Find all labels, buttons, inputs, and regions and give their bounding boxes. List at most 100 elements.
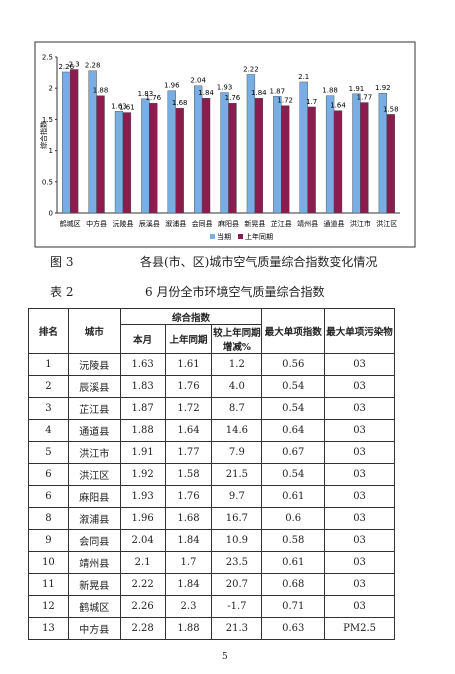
x-tick-label: 会同县: [192, 219, 213, 228]
data-label: 1.58: [383, 105, 399, 113]
data-label: 2.1: [298, 73, 309, 81]
data-label: 1.87: [270, 87, 286, 95]
table-row: 1 沅陵县 1.63 1.61 1.2 0.56 03: [28, 353, 395, 376]
table-cell: 1.96: [119, 507, 166, 530]
bar: [69, 69, 79, 214]
table-cell: 03: [324, 441, 395, 464]
y-tick-label: 1.5: [42, 116, 53, 124]
data-label: 1.76: [146, 94, 162, 102]
legend-swatch: [238, 234, 243, 239]
table-cell: 3: [28, 397, 69, 420]
header: 较上年同期增减%: [211, 324, 263, 354]
bar: [333, 110, 343, 214]
table-cell: 2.28: [119, 617, 166, 640]
x-tick-label: 鹤城区: [60, 219, 81, 228]
header: 最大单项污染物: [324, 308, 395, 354]
data-label: 1.84: [251, 89, 267, 97]
table-cell: 麻阳县: [67, 485, 121, 508]
table-row: 10 靖州县 2.1 1.7 23.5 0.61 03: [28, 551, 395, 574]
bar: [122, 112, 132, 214]
y-tick-label: 2.5: [42, 54, 53, 62]
bar: [307, 106, 316, 214]
data-label: 1.88: [322, 87, 338, 95]
table-cell: 2.3: [164, 595, 213, 618]
table-cell: 8: [28, 507, 69, 530]
x-tick-label: 沅陵县: [112, 219, 133, 228]
header: 排名: [28, 308, 69, 354]
bar: [228, 102, 237, 214]
legend-swatch: [210, 234, 215, 239]
x-tick-label: 芷江县: [271, 219, 292, 228]
table-cell: 1.84: [164, 529, 213, 552]
table-cell: 1.2: [211, 353, 263, 376]
table-cell: -1.7: [211, 595, 263, 618]
data-label: 1.77: [357, 94, 373, 102]
data-label: 1.88: [93, 87, 109, 95]
table-cell: 中方县: [67, 617, 121, 640]
figure-caption: 各县(市、区)城市空气质量综合指数变化情况: [140, 255, 378, 269]
bar: [325, 95, 335, 214]
table-number: 表 2: [50, 285, 74, 299]
bar: [220, 92, 229, 214]
legend-label: 当期: [217, 232, 231, 241]
table-cell: 9: [28, 529, 69, 552]
x-tick-label: 新晃县: [244, 219, 265, 228]
bar: [193, 85, 203, 214]
table-cell: 03: [324, 419, 395, 442]
table-cell: 0.63: [261, 617, 326, 640]
table-row: 5 洪江市 1.91 1.77 7.9 0.67 03: [28, 441, 395, 464]
x-tick-label: 溆浦县: [165, 219, 186, 228]
header: 城市: [67, 308, 121, 354]
table-cell: 0.67: [261, 441, 326, 464]
table-cell: 10.9: [211, 529, 263, 552]
table-cell: 0.54: [261, 463, 326, 486]
header: 最大单项指数: [261, 308, 326, 354]
x-tick-label: 靖州县: [297, 219, 318, 228]
x-tick-label: 洪江市: [350, 219, 371, 228]
table-cell: 4.0: [211, 375, 263, 398]
table-cell: 1.76: [164, 485, 213, 508]
data-label: 1.83: [138, 90, 154, 98]
data-label: 1.63: [111, 102, 127, 110]
table-row: 9 会同县 2.04 1.84 10.9 0.58 03: [28, 529, 395, 552]
table-cell: 4: [28, 419, 69, 442]
table-cell: 洪江市: [67, 441, 121, 464]
table-row: 6 洪江区 1.92 1.58 21.5 0.54 03: [28, 463, 395, 486]
table-row: 11 新晃县 2.22 1.84 20.7 0.68 03: [28, 573, 395, 596]
table-cell: 1.83: [119, 375, 166, 398]
bar: [386, 114, 395, 214]
table-cell: 21.3: [211, 617, 263, 640]
table-cell: 03: [324, 551, 395, 574]
table-cell: 21.5: [211, 463, 263, 486]
bar: [62, 71, 71, 214]
bar: [96, 95, 105, 214]
table-cell: 03: [324, 573, 395, 596]
table-cell: 0.71: [261, 595, 326, 618]
table-cell: 溆浦县: [67, 507, 121, 530]
table-cell: 12: [28, 595, 69, 618]
table-cell: 0.64: [261, 419, 326, 442]
table-cell: 13: [28, 617, 69, 640]
data-label: 1.76: [225, 94, 241, 102]
table-row: 8 溆浦县 1.96 1.68 16.7 0.6 03: [28, 507, 395, 530]
table-cell: 0.68: [261, 573, 326, 596]
table-cell: 通道县: [67, 419, 121, 442]
table-cell: 03: [324, 507, 395, 530]
table-cell: 6: [28, 463, 69, 486]
table-cell: 03: [324, 353, 395, 376]
table-cell: 1.61: [164, 353, 213, 376]
x-tick-label: 辰溪县: [139, 219, 160, 228]
bar: [149, 102, 158, 214]
bar: [167, 90, 176, 214]
data-label: 1.93: [217, 84, 233, 92]
table-cell: 1.77: [164, 441, 213, 464]
table-cell: 14.6: [211, 419, 263, 442]
page-number: 5: [222, 652, 228, 662]
data-label: 1.92: [375, 84, 391, 92]
table-cell: 23.5: [211, 551, 263, 574]
table-cell: 0.56: [261, 353, 326, 376]
data-label: 2.22: [243, 65, 259, 73]
table-cell: 6: [28, 485, 69, 508]
table-cell: 鹤城区: [67, 595, 121, 618]
table-cell: 9.7: [211, 485, 263, 508]
